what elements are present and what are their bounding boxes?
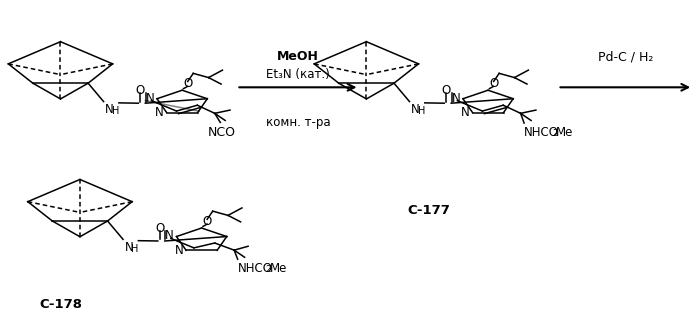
Text: O: O	[202, 215, 211, 228]
Text: N: N	[124, 241, 133, 254]
Text: N: N	[174, 244, 184, 257]
Text: MeOH: MeOH	[277, 50, 319, 63]
Text: H: H	[112, 106, 119, 116]
Text: Pd-C / H₂: Pd-C / H₂	[597, 50, 653, 63]
Text: O: O	[489, 77, 498, 90]
Text: N: N	[155, 106, 164, 119]
Text: N: N	[461, 106, 470, 119]
Text: 2: 2	[265, 265, 271, 274]
Text: комн. т-ра: комн. т-ра	[265, 116, 330, 129]
Text: Et₃N (кат.): Et₃N (кат.)	[266, 68, 329, 81]
Text: C-178: C-178	[39, 298, 82, 311]
Text: 2: 2	[552, 129, 558, 138]
Text: O: O	[183, 77, 193, 90]
Text: Me: Me	[269, 263, 287, 275]
Text: N: N	[452, 92, 461, 105]
Text: N: N	[411, 103, 419, 116]
Text: N: N	[146, 92, 154, 105]
Text: NHCO: NHCO	[237, 263, 273, 275]
Text: NHCO: NHCO	[524, 126, 559, 139]
Text: H: H	[418, 106, 425, 116]
Text: H: H	[131, 244, 139, 253]
Text: N: N	[105, 103, 114, 116]
Text: O: O	[155, 221, 165, 234]
Text: C-177: C-177	[408, 204, 450, 217]
Text: O: O	[136, 84, 145, 97]
Text: N: N	[165, 229, 174, 242]
Text: O: O	[442, 84, 451, 97]
Text: Me: Me	[556, 126, 574, 139]
Text: NCO: NCO	[208, 126, 236, 139]
